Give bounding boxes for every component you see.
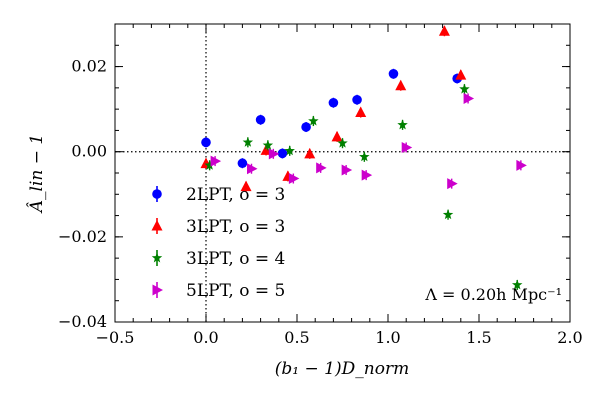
y-tick-label: −0.02: [58, 227, 107, 246]
data-point: [341, 164, 353, 176]
data-point: [511, 279, 523, 290]
data-point: [361, 169, 373, 181]
data-point: [352, 94, 362, 105]
data-point: [355, 106, 367, 118]
data-point: [268, 148, 280, 160]
y-tick-label: 0.02: [71, 57, 107, 76]
x-axis-label: (b₁ − 1)D_norm: [275, 359, 409, 379]
series-3: [204, 83, 523, 290]
x-tick-label: 2.0: [557, 328, 582, 347]
legend-label: 5LPT, o = 5: [186, 281, 285, 301]
x-tick-label: 0.0: [193, 328, 218, 347]
data-point: [255, 114, 266, 125]
data-point: [447, 178, 458, 190]
x-tick-label: −0.5: [96, 328, 135, 347]
data-point: [304, 147, 316, 159]
legend-marker: [152, 284, 163, 296]
y-tick-label: −0.04: [58, 312, 107, 331]
data-point: [284, 145, 295, 156]
lambda-annotation: Λ = 0.20h Mpc⁻¹: [424, 285, 562, 304]
y-tick-label: 0.00: [71, 142, 107, 161]
x-tick-label: 0.5: [284, 328, 309, 347]
data-point: [397, 119, 408, 130]
data-point: [401, 141, 413, 153]
data-point: [331, 130, 343, 142]
legend-label: 3LPT, o = 3: [186, 217, 285, 237]
data-point: [260, 144, 272, 155]
x-tick-label: 1.5: [466, 328, 491, 347]
data-point: [288, 173, 300, 185]
legend-item: 3LPT, o = 3: [151, 217, 285, 237]
data-point: [247, 163, 258, 175]
data-points: [200, 25, 527, 290]
legend-marker: [151, 220, 163, 231]
legend-item: 3LPT, o = 4: [151, 249, 285, 269]
legend: 2LPT, o = 3 3LPT, o = 3 3LPT, o = 4 5LPT, o…: [151, 185, 285, 301]
data-point: [455, 69, 467, 80]
axis-ticks: [114, 23, 571, 323]
series-1: [201, 68, 462, 169]
data-point: [308, 115, 319, 126]
data-point: [463, 93, 475, 104]
data-point: [388, 69, 399, 79]
legend-marker: [151, 252, 163, 263]
legend-item: 5LPT, o = 5: [152, 281, 285, 301]
data-point: [204, 159, 215, 170]
data-point: [359, 151, 370, 162]
data-point: [242, 136, 254, 147]
data-point: [442, 209, 454, 220]
x-tick-labels: −0.5 0.0 0.5 1.0 1.5 2.0: [96, 328, 583, 347]
data-point: [337, 137, 348, 148]
x-tick-label: 1.0: [375, 328, 400, 347]
legend-label: 2LPT, o = 3: [186, 185, 285, 205]
y-axis-label: Â_lin − 1: [26, 134, 47, 214]
data-point: [210, 155, 222, 167]
legend-marker: [152, 189, 162, 199]
data-point: [240, 180, 252, 192]
y-tick-labels: −0.04 −0.02 0.00 0.02: [58, 57, 107, 331]
series-4: [210, 93, 527, 190]
data-point: [516, 159, 527, 171]
data-point: [316, 162, 327, 174]
data-point: [201, 137, 211, 148]
reference-lines: [115, 24, 570, 322]
legend-label: 3LPT, o = 4: [186, 249, 285, 269]
data-point: [277, 148, 288, 159]
data-point: [395, 79, 407, 91]
data-point: [328, 97, 339, 108]
data-point: [237, 158, 248, 169]
legend-item: 2LPT, o = 3: [152, 185, 285, 205]
data-point: [459, 83, 470, 94]
data-point: [438, 25, 450, 36]
data-point: [262, 139, 274, 150]
data-point: [301, 122, 311, 132]
